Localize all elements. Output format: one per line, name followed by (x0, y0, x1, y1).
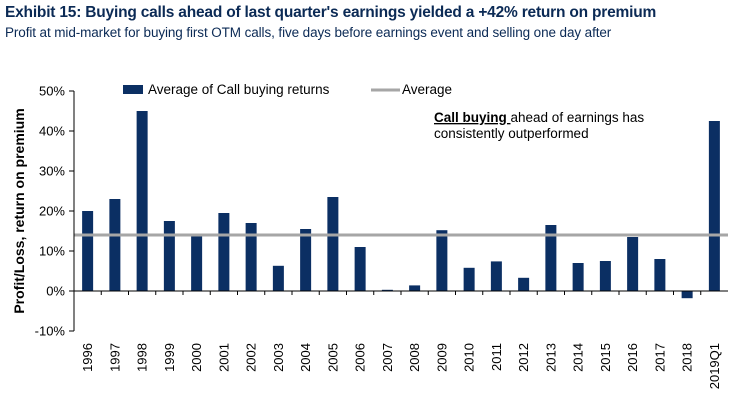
bar (136, 111, 148, 291)
x-tick-label: 2002 (244, 343, 259, 372)
annotation-rest: ahead of earnings has (511, 110, 645, 125)
x-tick-label: 2015 (598, 343, 613, 372)
exhibit-title: Exhibit 15: Buying calls ahead of last q… (5, 4, 657, 21)
x-tick-label: 2001 (216, 343, 231, 372)
bar (708, 121, 720, 291)
x-tick-label: 2019Q1 (707, 343, 722, 389)
x-tick-label: 1999 (162, 343, 177, 372)
x-tick-label: 1996 (80, 343, 95, 372)
bar (163, 221, 175, 291)
annotation-emphasis: Call buying (434, 110, 511, 125)
x-tick-label: 2008 (407, 343, 422, 372)
x-tick-label: 2011 (489, 343, 504, 371)
y-tick-label: -10% (35, 324, 66, 339)
x-tick-label: 2012 (516, 343, 531, 372)
x-tick-label: 2007 (380, 343, 395, 372)
y-tick-label: 50% (39, 84, 65, 99)
y-tick-label: 0% (46, 284, 65, 299)
bar (463, 267, 475, 291)
bar (300, 229, 312, 291)
legend-bar-swatch (123, 85, 143, 94)
bar (599, 261, 611, 291)
legend-bar-label: Average of Call buying returns (148, 82, 330, 97)
bar (545, 225, 557, 291)
bar (681, 291, 693, 299)
x-tick-label: 2005 (325, 343, 340, 372)
bar (245, 223, 257, 291)
y-tick-label: 30% (39, 164, 65, 179)
annotation-line-2: consistently outperformed (434, 126, 589, 141)
bar (518, 277, 530, 291)
x-tick-label: 2014 (571, 343, 586, 372)
y-tick-label: 40% (39, 124, 65, 139)
y-tick-label: 20% (39, 204, 65, 219)
x-tick-label: 2017 (652, 343, 667, 372)
y-axis-label: Profit/Loss, return on premium (11, 108, 27, 313)
bar (109, 199, 121, 291)
x-tick-label: 2013 (543, 343, 558, 372)
x-tick-label: 2000 (189, 343, 204, 372)
bar (218, 213, 230, 291)
legend-average-label: Average (402, 82, 452, 97)
x-axis-ticks: 1996 1997 1998 1999 2000 2001 2002 2003 2004 2005… (73, 291, 722, 389)
bar (381, 289, 393, 291)
y-tick-label: 10% (39, 244, 65, 259)
x-tick-label: 1997 (107, 343, 122, 372)
annotation-line-1: Call buying ahead of earnings has (434, 110, 644, 125)
x-tick-label: 2004 (298, 343, 313, 372)
x-tick-label: 2009 (434, 343, 449, 372)
x-tick-label: 2016 (625, 343, 640, 372)
legend: Average of Call buying returns Average (123, 82, 452, 97)
bar (82, 211, 94, 291)
x-tick-label: 2018 (680, 343, 695, 372)
bar (327, 197, 339, 291)
bar (436, 230, 448, 291)
bar (272, 265, 284, 291)
bar (191, 235, 203, 291)
bar (654, 259, 666, 291)
x-tick-label: 2010 (462, 343, 477, 372)
x-tick-label: 2003 (271, 343, 286, 372)
y-axis-ticks: -10% 0% 10% 20% 30% 40% 50% (35, 84, 74, 339)
bar (627, 237, 639, 291)
bar (354, 247, 366, 291)
bar (409, 285, 421, 291)
bar-series (82, 111, 720, 299)
bar (572, 263, 584, 291)
x-tick-label: 2006 (353, 343, 368, 372)
x-tick-label: 1998 (135, 343, 150, 372)
bar (490, 261, 502, 291)
exhibit-subtitle: Profit at mid-market for buying first OT… (5, 25, 612, 40)
annotation: Call buying ahead of earnings has consis… (434, 110, 644, 141)
